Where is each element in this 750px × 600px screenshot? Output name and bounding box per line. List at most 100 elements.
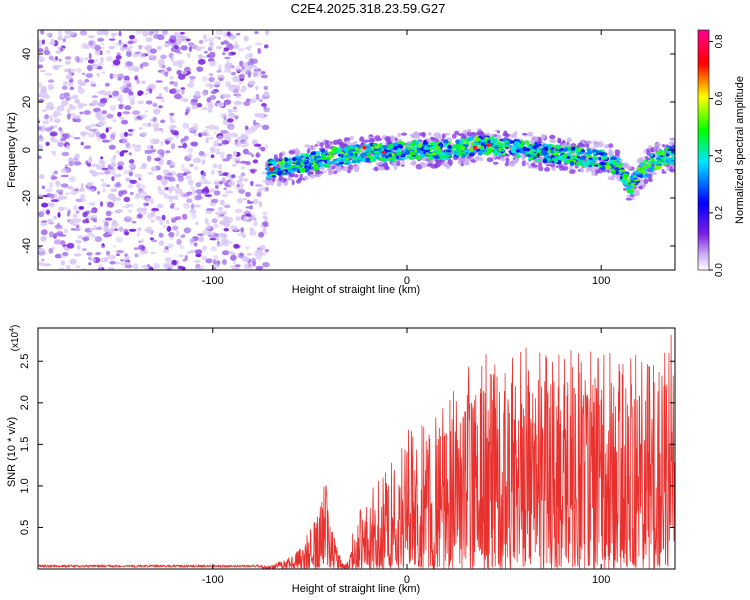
noise-blob [64, 164, 69, 168]
noise-blob [261, 103, 267, 107]
noise-blob [136, 207, 143, 214]
noise-blob [126, 145, 132, 149]
noise-blob [248, 80, 256, 85]
noise-blob [60, 240, 66, 246]
noise-blob [205, 210, 213, 214]
noise-blob [247, 47, 251, 51]
noise-blob [177, 175, 185, 182]
signal-halo [623, 188, 627, 191]
noise-blob [209, 41, 214, 47]
noise-blob [79, 30, 88, 36]
signal-halo [394, 137, 398, 142]
noise-blob [94, 227, 102, 231]
signal-core [284, 157, 288, 162]
noise-blob [186, 198, 193, 203]
noise-blob [183, 227, 192, 234]
signal-core [569, 150, 575, 154]
noise-blob [252, 198, 259, 205]
noise-blob [39, 69, 46, 73]
noise-blob [222, 172, 229, 177]
noise-blob [227, 123, 235, 130]
noise-blob [104, 217, 113, 221]
signal-core [468, 152, 475, 157]
noise-blob [125, 177, 130, 182]
signal-halo [614, 149, 621, 156]
noise-blob [142, 211, 148, 215]
signal-halo [643, 178, 649, 185]
x-tick-label: 100 [592, 574, 610, 586]
signal-core [379, 142, 383, 147]
noise-blob [168, 125, 175, 130]
noise-blob [40, 235, 47, 242]
noise-blob [207, 108, 213, 113]
noise-blob [127, 40, 134, 45]
noise-blob [63, 35, 72, 39]
noise-blob [260, 71, 266, 75]
noise-blob [63, 228, 68, 234]
noise-blob [232, 150, 238, 157]
signal-core [479, 146, 484, 151]
noise-blob [223, 216, 229, 222]
noise-blob [234, 244, 241, 249]
noise-blob [162, 249, 170, 253]
noise-blob [176, 183, 180, 189]
signal-halo [451, 133, 457, 139]
signal-core [663, 163, 668, 166]
noise-blob [127, 94, 136, 101]
noise-blob [96, 90, 104, 95]
signal-core [369, 158, 377, 163]
noise-blob [99, 50, 103, 56]
snr-ticks: -100 0 100 0.5 1.0 1.5 2.0 2.5 [19, 328, 675, 586]
signal-halo [418, 132, 426, 137]
signal-core [577, 151, 585, 155]
signal-halo [527, 131, 534, 137]
signal-core [277, 160, 282, 164]
noise-blob [169, 112, 175, 116]
signal-halo [314, 144, 318, 147]
noise-blob [208, 60, 216, 67]
signal-core [304, 161, 308, 165]
signal-hotspot [486, 143, 491, 147]
noise-blob [120, 85, 124, 91]
noise-blob [80, 193, 85, 200]
noise-blob [201, 46, 206, 49]
signal-core [531, 149, 538, 153]
noise-blob [149, 138, 156, 145]
noise-blob [97, 117, 105, 121]
noise-blob [245, 246, 250, 250]
noise-blob [141, 123, 150, 127]
noise-blob [213, 35, 221, 40]
signal-halo [638, 185, 643, 189]
noise-blob [201, 154, 207, 158]
noise-blob [115, 150, 121, 155]
noise-blob [115, 209, 124, 213]
noise-blob [245, 142, 249, 146]
noise-blob [111, 33, 116, 39]
noise-blob [58, 267, 65, 270]
noise-blob [213, 255, 219, 261]
signal-core [619, 176, 624, 180]
noise-blob [235, 94, 241, 99]
signal-core [443, 143, 449, 148]
signal-core [542, 158, 548, 164]
noise-blob [242, 62, 248, 69]
noise-blob [149, 237, 154, 241]
noise-blob [104, 169, 111, 175]
noise-blob [145, 203, 150, 206]
noise-blob [208, 124, 216, 131]
noise-blob [182, 122, 190, 129]
noise-blob [211, 218, 218, 224]
noise-blob [262, 221, 269, 228]
noise-blob [166, 176, 173, 180]
noise-blob [216, 100, 221, 104]
signal-halo [324, 143, 330, 149]
signal-halo [299, 173, 303, 180]
noise-blob [63, 133, 71, 139]
noise-blob [124, 88, 132, 93]
noise-blob [95, 131, 101, 138]
noise-blob [91, 171, 99, 177]
signal-core [627, 190, 635, 194]
signal-core [613, 167, 620, 171]
noise-blob [47, 219, 54, 223]
noise-blob [41, 85, 47, 91]
